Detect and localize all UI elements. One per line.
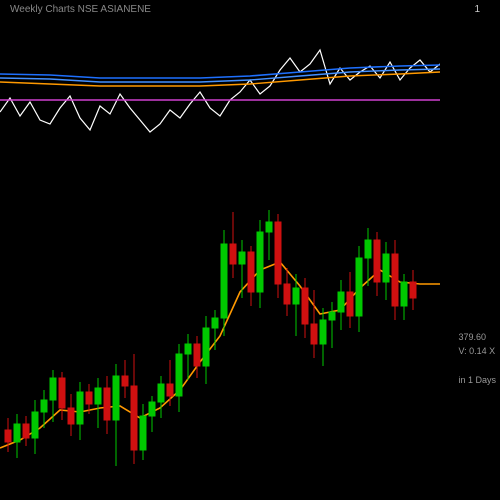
candle-body: [68, 408, 74, 424]
candle-body: [149, 402, 155, 416]
candle-body: [86, 392, 92, 404]
candle-body: [365, 240, 371, 258]
candle-body: [95, 388, 101, 404]
candle-body: [14, 424, 20, 442]
days-label: in 1 Days: [458, 373, 496, 387]
candle-body: [356, 258, 362, 316]
candle-body: [239, 252, 245, 264]
candle-body: [158, 384, 164, 402]
indicator-line: [0, 72, 440, 86]
candle-body: [203, 328, 209, 366]
candle-body: [32, 412, 38, 438]
candle-body: [113, 376, 119, 420]
candle-body: [320, 320, 326, 344]
candle-body: [77, 392, 83, 424]
moving-average-line: [0, 262, 440, 448]
chart-timeframe: 1: [474, 4, 480, 15]
candle-body: [167, 384, 173, 396]
candle-body: [131, 386, 137, 450]
candle-body: [293, 288, 299, 304]
last-price-label: 379.60: [458, 330, 496, 344]
candle-body: [176, 354, 182, 396]
price-panel: [0, 160, 440, 480]
candle-body: [275, 222, 281, 284]
candle-body: [122, 376, 128, 386]
candle-body: [392, 254, 398, 306]
candle-body: [311, 324, 317, 344]
candle-body: [266, 222, 272, 232]
candle-body: [383, 254, 389, 282]
candle-body: [104, 388, 110, 420]
vol-label: V: 0.14 X: [458, 344, 496, 358]
candle-body: [212, 318, 218, 328]
candle-body: [41, 400, 47, 412]
candle-body: [221, 244, 227, 318]
indicator-line: [0, 50, 440, 132]
candle-body: [338, 292, 344, 312]
candle-body: [230, 244, 236, 264]
candle-body: [401, 282, 407, 306]
candle-body: [248, 252, 254, 292]
chart-title-left: Weekly Charts NSE ASIANENE: [10, 4, 151, 15]
candle-body: [257, 232, 263, 292]
candle-body: [329, 312, 335, 320]
candle-body: [50, 378, 56, 400]
candle-body: [302, 288, 308, 324]
candle-body: [5, 430, 11, 442]
indicator-panel: [0, 20, 440, 140]
side-labels: 379.60 V: 0.14 X in 1 Days: [458, 330, 496, 388]
candle-body: [140, 416, 146, 450]
candle-body: [194, 344, 200, 366]
candle-body: [410, 282, 416, 298]
candle-body: [185, 344, 191, 354]
candle-body: [23, 424, 29, 438]
candle-body: [347, 292, 353, 316]
candle-body: [374, 240, 380, 282]
candle-body: [59, 378, 65, 408]
candle-body: [284, 284, 290, 304]
